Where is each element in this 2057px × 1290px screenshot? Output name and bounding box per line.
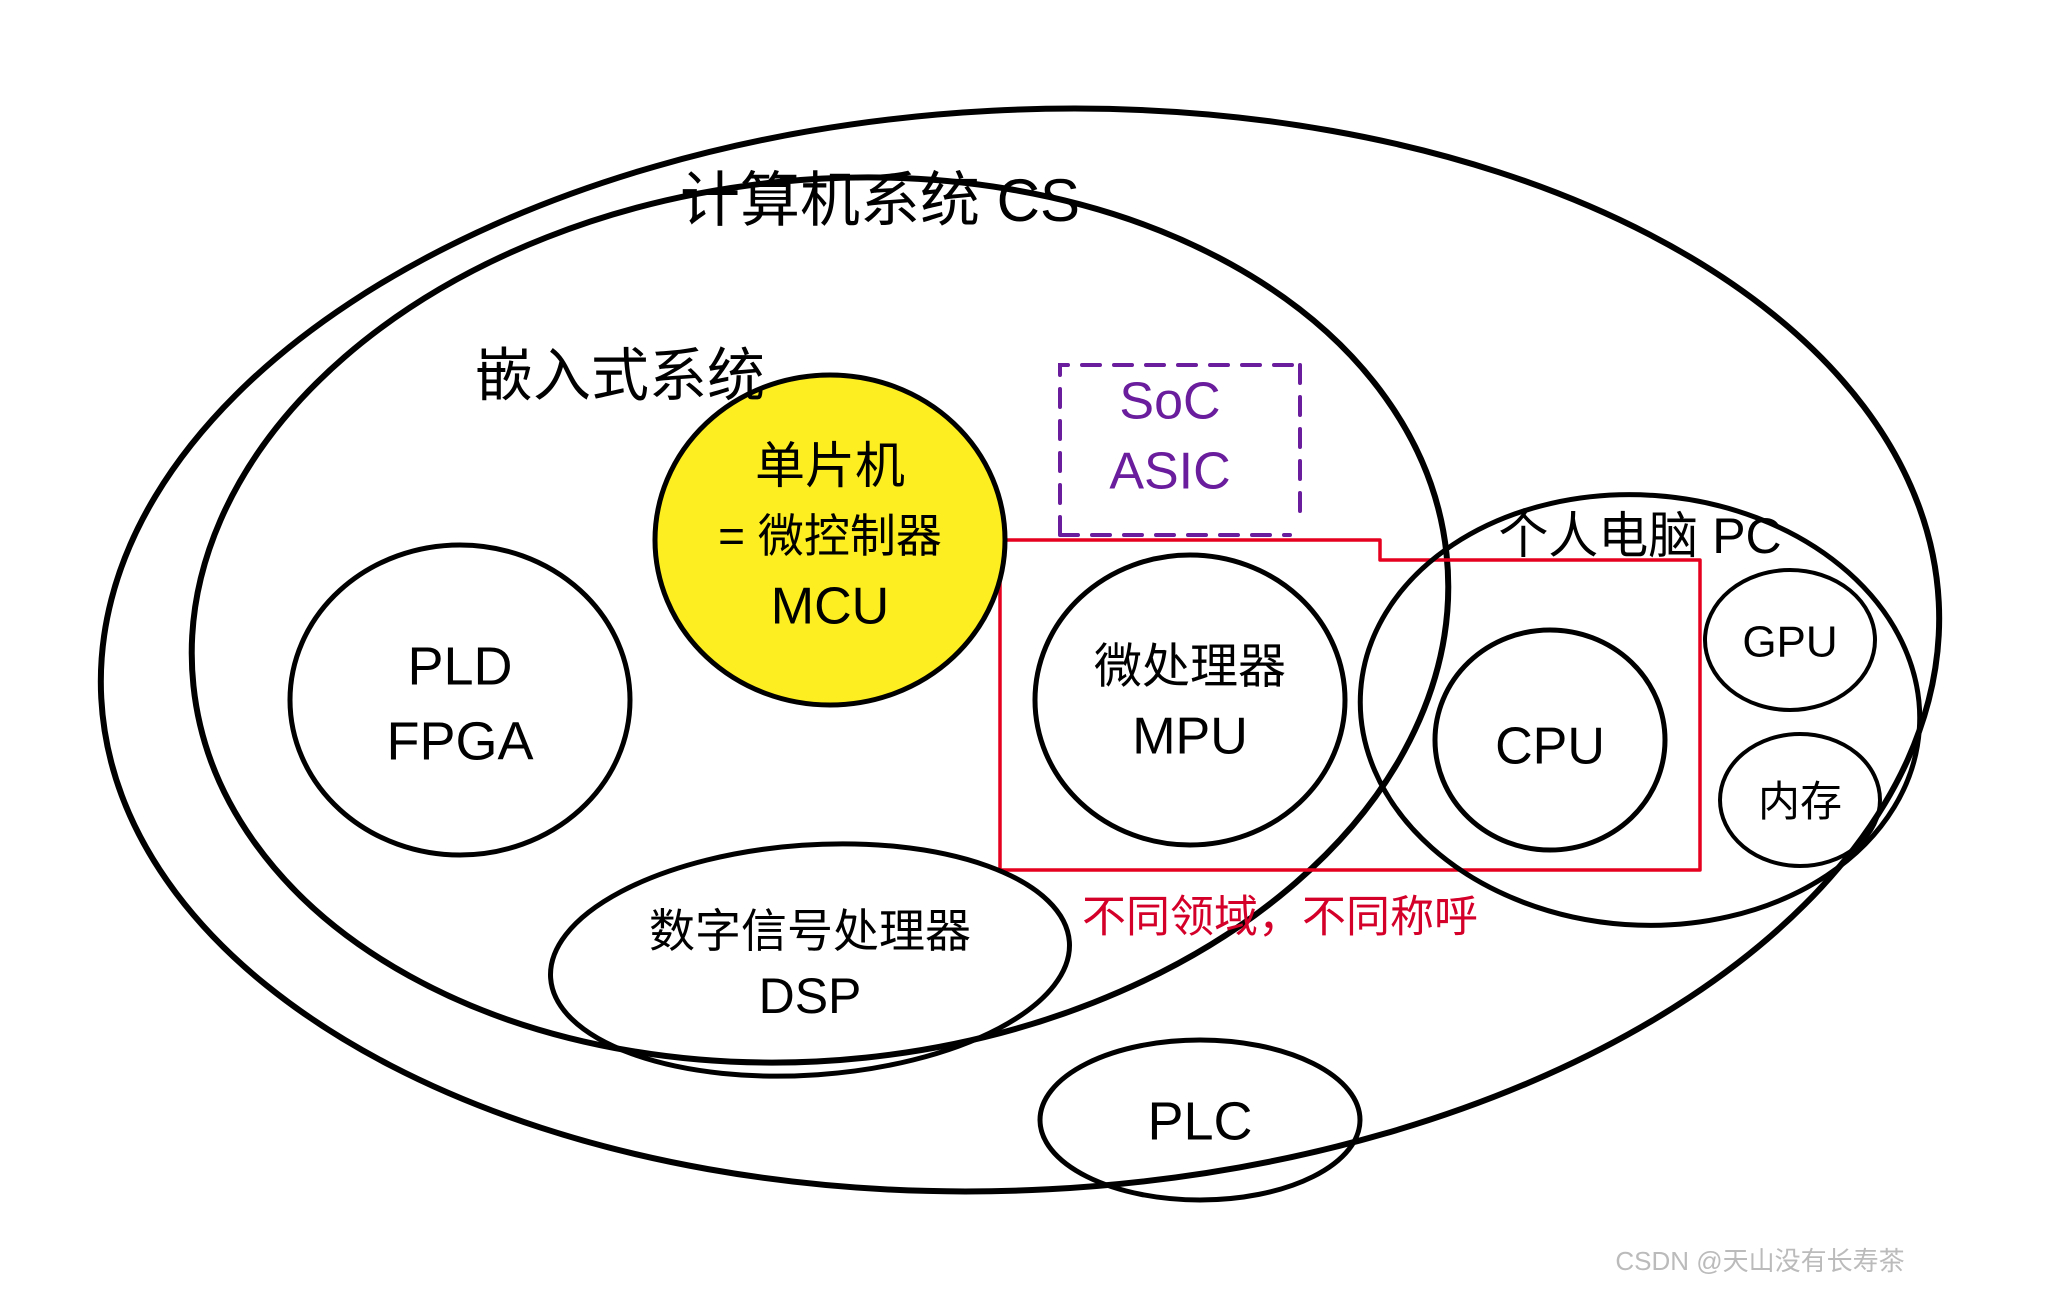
plc-label: PLC bbox=[1147, 1091, 1252, 1151]
mpu-label-2: MPU bbox=[1132, 708, 1248, 766]
red-note-label: 不同领域，不同称呼 bbox=[1082, 893, 1478, 942]
watermark-text: CSDN @天山没有长寿茶 bbox=[1615, 1246, 1904, 1276]
cpu-label: CPU bbox=[1495, 718, 1605, 776]
pc-title-label: 个人电脑 PC bbox=[1498, 508, 1781, 564]
venn-diagram: 计算机系统 CS 嵌入式系统 SoC ASIC 个人电脑 PC PLD FPGA… bbox=[0, 0, 2057, 1290]
mcu-label-3: MCU bbox=[771, 578, 889, 636]
embedded-title-label: 嵌入式系统 bbox=[475, 343, 765, 408]
dsp-label-1: 数字信号处理器 bbox=[649, 905, 971, 957]
mcu-label-2: = 微控制器 bbox=[718, 510, 942, 562]
mcu-label-1: 单片机 bbox=[755, 438, 905, 494]
soc-label-2: ASIC bbox=[1109, 443, 1230, 501]
pld-label-2: FPGA bbox=[386, 711, 533, 771]
mem-label: 内存 bbox=[1758, 778, 1842, 825]
dsp-label-2: DSP bbox=[759, 968, 862, 1024]
pld-label-1: PLD bbox=[407, 636, 512, 696]
gpu-label: GPU bbox=[1742, 618, 1837, 667]
mpu-label-1: 微处理器 bbox=[1094, 641, 1286, 694]
cs-title-label: 计算机系统 CS bbox=[680, 167, 1080, 234]
soc-label-1: SoC bbox=[1119, 373, 1220, 431]
